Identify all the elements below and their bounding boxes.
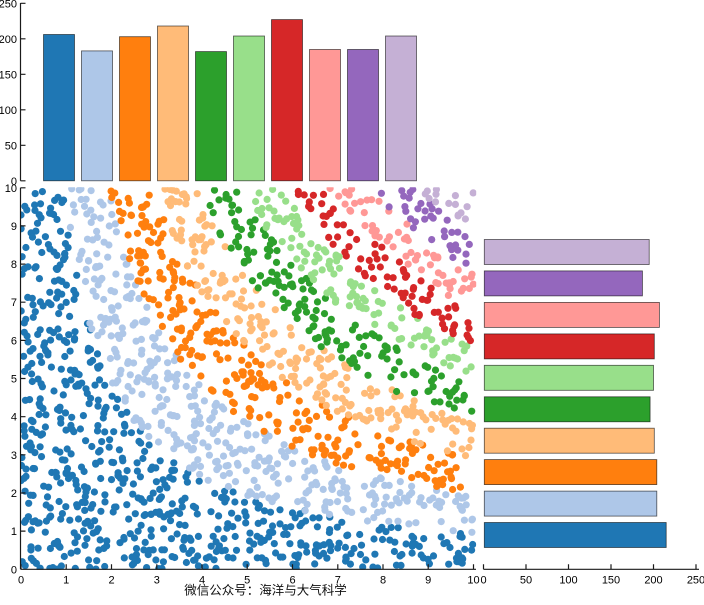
- svg-text:10: 10: [5, 183, 17, 195]
- svg-text:50: 50: [5, 140, 17, 152]
- svg-text:0: 0: [18, 574, 24, 586]
- svg-text:微信公众号：海洋与大气科学: 微信公众号：海洋与大气科学: [184, 583, 347, 598]
- svg-text:200: 200: [644, 574, 662, 586]
- svg-text:7: 7: [11, 297, 17, 309]
- svg-text:150: 150: [0, 69, 17, 81]
- svg-text:250: 250: [687, 574, 704, 586]
- svg-text:7: 7: [335, 574, 341, 586]
- svg-text:6: 6: [11, 335, 17, 347]
- svg-text:9: 9: [11, 221, 17, 233]
- svg-text:8: 8: [380, 574, 386, 586]
- svg-text:2: 2: [108, 574, 114, 586]
- svg-text:3: 3: [154, 574, 160, 586]
- svg-text:5: 5: [11, 374, 17, 386]
- svg-text:5: 5: [244, 574, 250, 586]
- svg-text:0: 0: [480, 574, 486, 586]
- svg-text:100: 100: [0, 105, 17, 117]
- svg-text:150: 150: [602, 574, 620, 586]
- svg-text:4: 4: [199, 574, 205, 586]
- svg-text:10: 10: [467, 574, 479, 586]
- svg-text:9: 9: [425, 574, 431, 586]
- svg-text:1: 1: [11, 526, 17, 538]
- svg-text:2: 2: [11, 488, 17, 500]
- svg-text:8: 8: [11, 259, 17, 271]
- svg-text:250: 250: [0, 0, 17, 10]
- svg-text:0: 0: [11, 564, 17, 576]
- svg-text:200: 200: [0, 34, 17, 46]
- svg-text:50: 50: [520, 574, 532, 586]
- svg-text:1: 1: [63, 574, 69, 586]
- svg-text:6: 6: [289, 574, 295, 586]
- svg-text:100: 100: [559, 574, 577, 586]
- svg-text:4: 4: [11, 412, 17, 424]
- svg-text:3: 3: [11, 450, 17, 462]
- svg-text:0: 0: [11, 176, 17, 188]
